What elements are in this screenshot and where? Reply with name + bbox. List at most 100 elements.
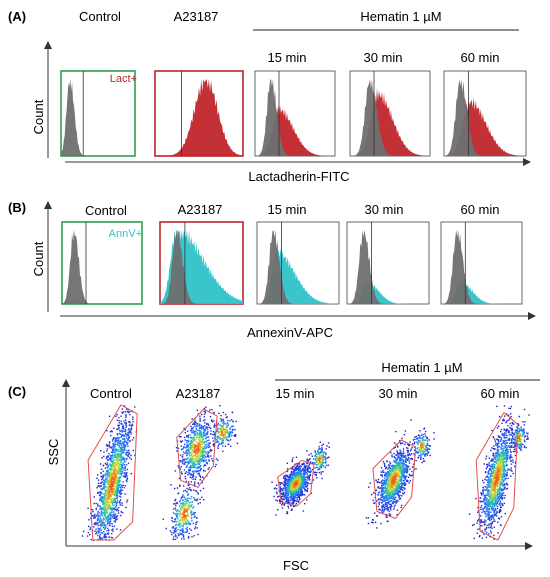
scatter-point (99, 535, 101, 537)
scatter-point (290, 487, 293, 490)
scatter-point (103, 486, 106, 488)
scatter-point (202, 419, 205, 422)
scatter-point (86, 535, 89, 537)
scatter-point (115, 415, 117, 418)
scatter-point (279, 502, 281, 504)
scatter-point (220, 428, 222, 430)
scatter-point (100, 497, 103, 500)
panel-a-marker-label: Lact+ (110, 73, 137, 85)
scatter-point (387, 494, 390, 497)
scatter-point (112, 460, 114, 462)
scatter-point (231, 431, 233, 433)
scatter-point (294, 500, 297, 502)
scatter-point (103, 503, 105, 505)
scatter-point (100, 506, 102, 508)
scatter-point (220, 443, 223, 445)
scatter-point (174, 487, 176, 490)
scatter-point (393, 508, 395, 510)
scatter-point (111, 537, 114, 539)
scatter-point (192, 506, 195, 508)
scatter-point (207, 423, 209, 425)
scatter-point (397, 445, 399, 447)
scatter-point (197, 448, 199, 450)
scatter-point (292, 488, 295, 491)
scatter-point (297, 488, 299, 491)
scatter-point (123, 456, 125, 459)
scatter-point (179, 460, 181, 462)
scatter-point (402, 482, 405, 484)
scatter-point (121, 429, 123, 431)
scatter-point (406, 467, 408, 470)
scatter-point (405, 457, 407, 459)
scatter-point (190, 425, 192, 427)
scatter-point (111, 483, 113, 486)
scatter-point (104, 475, 107, 477)
scatter-point (196, 450, 198, 452)
scatter-point (192, 507, 194, 509)
scatter-point (132, 418, 134, 420)
scatter-point (392, 465, 394, 468)
scatter-point (401, 462, 404, 464)
scatter-point (311, 455, 313, 457)
scatter-point (180, 436, 182, 438)
scatter-point (110, 498, 113, 500)
scatter-point (394, 472, 396, 474)
scatter-point (197, 467, 199, 469)
scatter-point (118, 422, 121, 424)
scatter-point (295, 473, 298, 475)
scatter-point (106, 462, 109, 464)
scatter-point (213, 425, 215, 427)
scatter-point (109, 490, 111, 492)
scatter-point (192, 423, 194, 425)
scatter-point (388, 488, 390, 491)
scatter-point (194, 490, 197, 492)
scatter-point (318, 458, 320, 461)
scatter-point (409, 454, 411, 456)
scatter-point (116, 499, 119, 501)
scatter-point (392, 472, 394, 475)
scatter-point (190, 466, 192, 468)
scatter-point (174, 524, 177, 526)
scatter-point (112, 473, 114, 475)
scatter-point (112, 481, 114, 483)
scatter-point (392, 487, 394, 489)
scatter-point (190, 481, 193, 483)
scatter-point (397, 481, 399, 483)
scatter-point (202, 487, 205, 490)
scatter-point (376, 515, 378, 517)
scatter-point (103, 501, 105, 503)
scatter-point (129, 424, 131, 426)
scatter-point (215, 463, 217, 466)
scatter-point (383, 511, 385, 513)
scatter-point (125, 453, 127, 455)
panel-c-group-label: Hematin 1 µM (381, 360, 462, 375)
scatter-point (111, 501, 113, 503)
scatter-point (227, 423, 229, 425)
scatter-point (229, 420, 231, 422)
scatter-point (127, 445, 129, 447)
scatter-point (126, 452, 129, 454)
scatter-point (286, 470, 289, 473)
scatter-point (397, 484, 399, 487)
scatter-point (209, 450, 211, 452)
scatter-point (381, 486, 383, 488)
scatter-point (105, 520, 107, 522)
scatter-point (304, 473, 306, 475)
scatter-point (404, 478, 406, 480)
scatter-point (406, 465, 408, 467)
scatter-point (116, 488, 118, 491)
scatter-point (100, 532, 103, 534)
scatter-point (317, 453, 319, 456)
scatter-point (190, 529, 192, 531)
scatter-point (113, 448, 115, 451)
scatter-point (207, 468, 209, 470)
scatter-point (400, 506, 402, 509)
scatter-point (201, 413, 203, 416)
scatter-point (381, 510, 383, 512)
scatter-point (110, 499, 112, 502)
scatter-point (301, 475, 304, 477)
scatter-point (285, 490, 287, 492)
scatter-point (384, 504, 387, 506)
scatter-point (103, 506, 106, 509)
scatter-point (372, 499, 374, 502)
